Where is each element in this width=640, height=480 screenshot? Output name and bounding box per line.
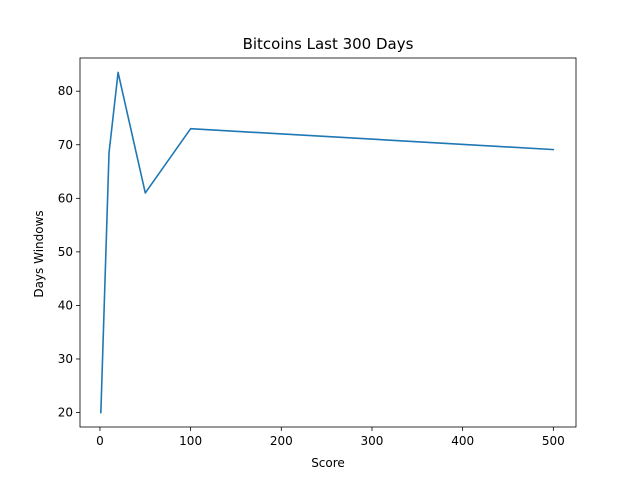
y-tick-label: 70 — [58, 138, 73, 152]
y-tick-label: 80 — [58, 84, 73, 98]
x-tick-label: 200 — [270, 434, 293, 448]
x-axis-label: Score — [311, 456, 345, 470]
y-tick-label: 20 — [58, 406, 73, 420]
chart-title: Bitcoins Last 300 Days — [243, 35, 414, 53]
y-tick-label: 50 — [58, 245, 73, 259]
x-tick-label: 500 — [542, 434, 565, 448]
x-tick-label: 100 — [179, 434, 202, 448]
x-tick-label: 0 — [96, 434, 104, 448]
axes: 0 100 200 300 400 500 20 30 40 50 60 70 80 — [58, 57, 577, 448]
y-tick-label: 60 — [58, 191, 73, 205]
y-axis-label: Days Windows — [32, 210, 46, 297]
y-tick-label: 40 — [58, 298, 73, 312]
y-tick-label: 30 — [58, 352, 73, 366]
series-line — [100, 71, 555, 414]
x-tick-label: 300 — [361, 434, 384, 448]
plot-frame — [79, 57, 577, 428]
x-tick-label: 400 — [451, 434, 474, 448]
series-group — [100, 71, 555, 414]
